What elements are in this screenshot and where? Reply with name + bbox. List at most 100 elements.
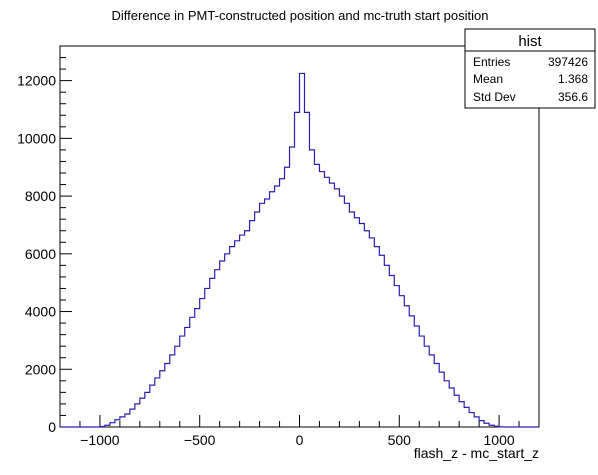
y-tick-label: 12000: [17, 73, 56, 89]
histogram-bin: [245, 231, 250, 427]
x-tick-label: −1000: [80, 432, 120, 448]
stats-box-frame: [464, 28, 596, 109]
histogram-bin: [255, 212, 260, 427]
histogram-bins: [100, 73, 504, 427]
histogram-bin: [454, 395, 459, 427]
histogram-bin: [180, 336, 185, 427]
histogram-bin: [110, 423, 115, 427]
histogram-bin: [429, 355, 434, 427]
y-tick-label: 2000: [25, 361, 56, 377]
histogram-bin: [160, 371, 165, 427]
histogram-bin: [100, 426, 105, 427]
histogram-bin: [165, 364, 170, 428]
histogram-bin: [369, 238, 374, 427]
stats-mean-value: 1.368: [558, 72, 588, 86]
histogram-bin: [280, 179, 285, 427]
histogram-bin: [349, 212, 354, 427]
histogram-bin: [344, 203, 349, 427]
histogram-bin: [489, 425, 494, 427]
histogram-bin: [265, 199, 270, 427]
chart-title: Difference in PMT-constructed position a…: [112, 8, 489, 23]
x-tick-label: 500: [388, 432, 412, 448]
histogram-bin: [319, 172, 324, 427]
histogram-bin: [314, 164, 319, 427]
histogram-bin: [339, 196, 344, 427]
histogram-bin: [394, 286, 399, 427]
stats-box: hist Entries 397426 Mean 1.368 Std Dev 3…: [464, 28, 596, 109]
x-axis-title: flash_z - mc_start_z: [414, 445, 539, 461]
histogram-bin: [170, 355, 175, 427]
histogram-bin: [145, 392, 150, 427]
histogram-bin: [414, 326, 419, 427]
histogram-bin: [185, 327, 190, 427]
x-tick-label: 0: [296, 432, 304, 448]
stats-stddev-value: 356.6: [558, 90, 588, 104]
histogram-bin: [374, 247, 379, 427]
histogram-bin: [235, 241, 240, 427]
histogram-bin: [384, 265, 389, 427]
histogram-bin: [220, 261, 225, 427]
histogram-bin: [290, 147, 295, 427]
histogram-bin: [379, 255, 384, 427]
histogram-bin: [175, 346, 180, 427]
histogram-bin: [494, 426, 499, 427]
axis-ticks: [59, 45, 540, 428]
histogram-bin: [205, 288, 210, 427]
histogram-bin: [404, 306, 409, 427]
histogram-bin: [300, 73, 305, 427]
histogram-bin: [250, 221, 255, 427]
stats-mean-label: Mean: [473, 72, 503, 86]
histogram-bin: [285, 167, 290, 427]
histogram-bin: [260, 203, 265, 427]
x-tick-label: 1000: [484, 432, 515, 448]
histogram-bin: [399, 296, 404, 427]
x-tick-label: −500: [184, 432, 216, 448]
histogram-bin: [200, 299, 205, 427]
histogram-bin: [295, 112, 300, 427]
histogram-bin: [469, 413, 474, 427]
histogram-bin: [464, 407, 469, 427]
histogram-bin: [389, 275, 394, 427]
y-tick-label: 8000: [25, 188, 56, 204]
histogram-bin: [309, 150, 314, 427]
histogram-bin: [270, 192, 275, 427]
y-tick-labels: 0 2000 4000 6000 8000 10000 12000: [17, 73, 56, 435]
histogram-bin: [225, 254, 230, 427]
histogram-bin: [484, 423, 489, 427]
histogram-bin: [474, 417, 479, 427]
histogram-bin: [120, 417, 125, 427]
histogram-bin: [419, 336, 424, 427]
histogram-bin: [210, 278, 215, 427]
histogram-bin: [364, 231, 369, 427]
histogram-bin: [130, 409, 135, 427]
histogram-bin: [459, 402, 464, 427]
stats-stddev-label: Std Dev: [473, 90, 516, 104]
histogram-bin: [190, 317, 195, 427]
stats-entries-label: Entries: [473, 55, 510, 69]
histogram-bin: [409, 316, 414, 427]
histogram-bin: [354, 218, 359, 427]
histogram-bin: [334, 189, 339, 427]
histogram-bin: [125, 414, 130, 427]
histogram-bin: [195, 309, 200, 427]
x-tick-labels: −1000 −500 0 500 1000: [80, 432, 515, 448]
histogram-bin: [424, 346, 429, 427]
histogram-bin: [444, 381, 449, 427]
histogram-bin: [150, 385, 155, 427]
histogram-bin: [140, 398, 145, 427]
histogram-bin: [324, 177, 329, 427]
y-tick-label: 0: [48, 419, 56, 435]
stats-box-title: hist: [518, 33, 542, 50]
histogram-bin: [449, 388, 454, 427]
histogram-series-line: [60, 72, 539, 428]
histogram-bin: [230, 247, 235, 427]
histogram-bin: [329, 183, 334, 427]
histogram-bin: [439, 372, 444, 427]
y-tick-label: 10000: [17, 130, 56, 146]
histogram-bin: [434, 364, 439, 428]
histogram-bin: [215, 270, 220, 427]
y-tick-label: 4000: [25, 304, 56, 320]
histogram-bin: [135, 404, 140, 427]
